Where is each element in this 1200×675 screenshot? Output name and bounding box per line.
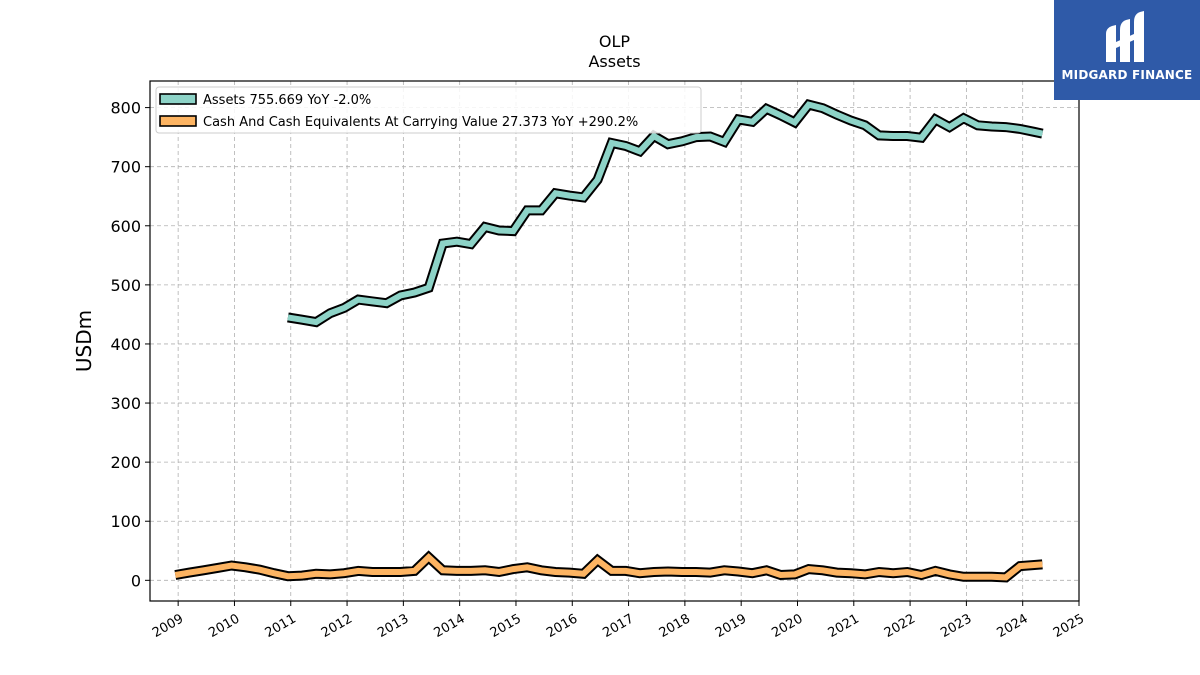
- x-tick-label: 2024: [995, 611, 1031, 641]
- brand-logo-text: MIDGARD FINANCE: [1061, 68, 1193, 82]
- x-tick-label: 2018: [657, 611, 693, 641]
- legend-label-assets: Assets 755.669 YoY -2.0%: [203, 93, 371, 108]
- legend-swatch-assets: [159, 93, 197, 105]
- x-tick-label: 2025: [1051, 611, 1087, 641]
- y-tick-label: 300: [110, 394, 141, 413]
- legend-swatch-cash: [159, 115, 197, 127]
- y-axis-label: USDm: [72, 310, 96, 372]
- x-tick-label: 2023: [938, 611, 974, 641]
- series-layer: [174, 98, 1044, 583]
- y-tick-label: 400: [110, 335, 141, 354]
- series-outline-0: [287, 98, 1044, 328]
- series-line-0: [287, 101, 1044, 326]
- y-axis: 0 100 200 300 400 500 600 700 800: [110, 99, 150, 590]
- y-tick-label: 0: [131, 571, 141, 590]
- y-tick-label: 800: [110, 99, 141, 118]
- y-tick-label: 100: [110, 512, 141, 531]
- chart-subtitle: Assets: [588, 52, 640, 71]
- x-tick-label: 2021: [826, 611, 862, 641]
- brand-logo: MIDGARD FINANCE: [1054, 0, 1200, 100]
- x-tick-label: 2009: [150, 611, 186, 641]
- x-tick-label: 2013: [375, 611, 411, 641]
- y-tick-label: 500: [110, 276, 141, 295]
- x-tick-label: 2011: [263, 611, 299, 641]
- y-tick-label: 600: [110, 217, 141, 236]
- x-tick-label: 2019: [713, 611, 749, 641]
- x-tick-label: 2015: [488, 611, 524, 641]
- legend-label-cash: Cash And Cash Equivalents At Carrying Va…: [203, 115, 638, 130]
- x-tick-label: 2020: [769, 611, 805, 641]
- grid: [150, 81, 1080, 601]
- y-tick-label: 200: [110, 453, 141, 472]
- x-tick-label: 2010: [206, 611, 242, 641]
- x-axis: 2009 2010 2011 2012 2013 2014 2015 2016 2017 2018…: [150, 601, 1087, 641]
- x-tick-label: 2016: [544, 611, 580, 641]
- x-tick-label: 2022: [882, 611, 918, 641]
- x-tick-label: 2012: [319, 611, 355, 641]
- x-tick-label: 2017: [600, 611, 636, 641]
- series-line-1: [174, 553, 1043, 581]
- legend-box: [155, 86, 702, 134]
- x-tick-label: 2014: [432, 611, 468, 641]
- chart-title: OLP: [599, 32, 631, 51]
- y-tick-label: 700: [110, 158, 141, 177]
- brand-logo-icon: [1106, 11, 1144, 62]
- plot-frame: [149, 80, 1080, 602]
- legend: Assets 755.669 YoY -2.0% Cash And Cash E…: [155, 86, 702, 134]
